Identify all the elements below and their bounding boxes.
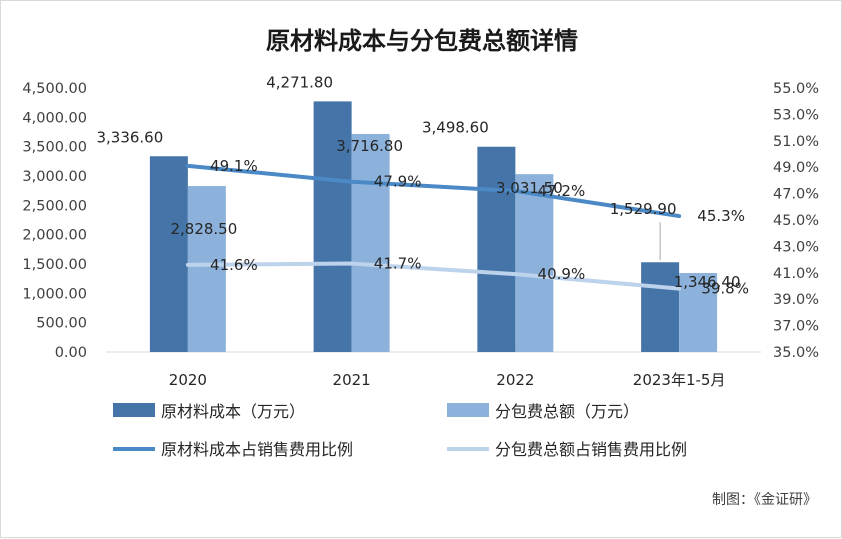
y-left-tick-label: 2,500.00 xyxy=(22,198,87,214)
y-right-tick-label: 53.0% xyxy=(773,107,819,123)
bar-raw-material-cost xyxy=(149,156,188,352)
axes: 0.00 500.00 1,000.00 1,500.00 2,000.00 2,500.… xyxy=(22,81,819,389)
line-value-label: 41.7% xyxy=(374,255,422,273)
legend-label: 原材料成本占销售费用比例 xyxy=(161,440,353,459)
y-left-tick-label: 3,000.00 xyxy=(22,169,87,185)
legend-item-raw-material-ratio: 原材料成本占销售费用比例 xyxy=(113,440,353,459)
y-left-tick-label: 0.00 xyxy=(55,345,87,361)
legend-label: 分包费总额（万元） xyxy=(495,402,639,421)
y-left-tick-label: 1,500.00 xyxy=(22,257,87,273)
y-right-tick-label: 51.0% xyxy=(773,134,819,150)
bar-value-label: 3,498.60 xyxy=(422,119,489,137)
line-raw-material-ratio xyxy=(185,163,682,219)
legend-item-subcontract-ratio: 分包费总额占销售费用比例 xyxy=(447,440,687,459)
bar-subcontract-fee xyxy=(351,133,390,352)
legend-label: 原材料成本（万元） xyxy=(161,402,305,421)
y-right-tick-label: 43.0% xyxy=(773,239,819,255)
y-left-tick-label: 3,500.00 xyxy=(22,140,87,156)
line-value-label: 47.2% xyxy=(538,182,586,200)
bar-value-label: 3,336.60 xyxy=(96,128,163,146)
y-left-tick-label: 1,000.00 xyxy=(22,286,87,302)
bar-value-label: 4,271.80 xyxy=(266,73,333,91)
bar-raw-material-cost xyxy=(641,262,680,352)
y-right-tick-label: 39.0% xyxy=(773,292,819,308)
bar-value-label: 3,716.80 xyxy=(336,137,403,155)
y-right-tick-label: 35.0% xyxy=(773,345,819,361)
bar-raw-material-cost xyxy=(477,146,516,352)
y-left-tick-label: 500.00 xyxy=(36,316,87,332)
line-series xyxy=(185,163,682,291)
line-value-label: 41.6% xyxy=(210,256,258,274)
bar-raw-material-cost xyxy=(313,101,352,353)
x-tick-label: 2021 xyxy=(333,371,371,389)
y-right-tick-label: 45.0% xyxy=(773,213,819,229)
y-right-tick-label: 47.0% xyxy=(773,187,819,203)
x-tick-label: 2023年1-5月 xyxy=(633,371,726,389)
bar-subcontract-fee xyxy=(515,174,554,352)
y-left-tick-label: 4,500.00 xyxy=(22,81,87,97)
y-right-tick-label: 49.0% xyxy=(773,160,819,176)
y-left-tick-label: 2,000.00 xyxy=(22,228,87,244)
legend-item-subcontract-fee: 分包费总额（万元） xyxy=(447,402,639,421)
x-tick-label: 2020 xyxy=(169,371,207,389)
legend-item-raw-material-cost: 原材料成本（万元） xyxy=(113,402,305,421)
chart-title: 原材料成本与分包费总额详情 xyxy=(266,27,578,55)
credit-text: 制图：《金证研》 xyxy=(712,492,817,508)
legend-swatch xyxy=(113,403,155,417)
legend-swatch xyxy=(447,403,489,417)
line-value-label: 49.1% xyxy=(210,157,258,175)
y-left-tick-label: 4,000.00 xyxy=(22,110,87,126)
x-tick-label: 2022 xyxy=(496,371,534,389)
bar-value-label: 1,529.90 xyxy=(610,200,677,218)
line-subcontract-ratio xyxy=(185,261,682,291)
y-right-tick-label: 37.0% xyxy=(773,319,819,335)
bar-value-label: 1,346.40 xyxy=(674,273,741,291)
line-value-label: 45.3% xyxy=(697,207,745,225)
line-value-label: 39.8% xyxy=(701,280,749,298)
bar-value-label: 3,031.50 xyxy=(496,179,563,197)
y-right-tick-label: 41.0% xyxy=(773,266,819,282)
legend: 原材料成本（万元） 分包费总额（万元） 原材料成本占销售费用比例 分包费总额占销售费用… xyxy=(113,402,687,459)
legend-label: 分包费总额占销售费用比例 xyxy=(495,440,687,459)
bars xyxy=(149,101,718,353)
bar-value-label: 2,828.50 xyxy=(170,220,237,238)
y-right-tick-label: 55.0% xyxy=(773,81,819,97)
bar-subcontract-fee xyxy=(679,273,718,352)
line-value-label: 40.9% xyxy=(538,265,586,283)
line-value-label: 47.9% xyxy=(374,173,422,191)
data-labels: 3,336.60 2,828.50 4,271.80 3,716.80 3,498.60… xyxy=(96,73,748,297)
bar-subcontract-fee xyxy=(187,186,226,352)
